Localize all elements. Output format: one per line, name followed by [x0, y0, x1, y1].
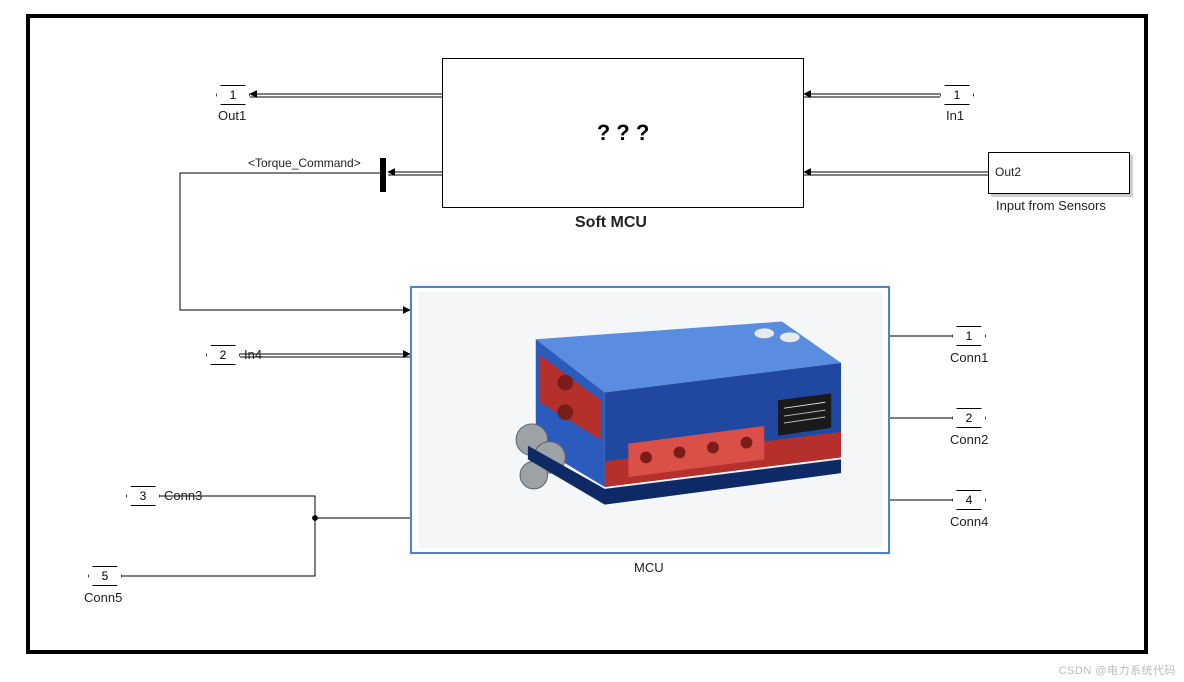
wire-in4-to-mcu	[240, 354, 410, 357]
torque-command-label: <Torque_Command>	[248, 156, 361, 170]
port-out1-label: Out1	[218, 108, 246, 123]
diagram-frame: down to MCU top-left-in (single line, ar…	[26, 14, 1148, 654]
port-conn1[interactable]: 1	[952, 326, 986, 346]
soft-mcu-label: Soft MCU	[575, 214, 647, 232]
soft-mcu-block[interactable]: ? ? ?	[442, 58, 804, 208]
port-out1-num: 1	[230, 88, 237, 102]
port-conn4[interactable]: 4	[952, 490, 986, 510]
port-conn3-num: 3	[140, 489, 147, 503]
port-in1-label: In1	[946, 108, 964, 123]
port-conn5[interactable]: 5	[88, 566, 122, 586]
port-conn4-label: Conn4	[950, 514, 988, 529]
wire-sensors-to-softmcu	[804, 172, 988, 175]
port-conn4-num: 4	[966, 493, 973, 507]
port-conn3-label: Conn3	[164, 488, 202, 503]
wire-softmcu-to-bussel	[388, 172, 442, 175]
mcu-hardware-icon	[416, 292, 884, 548]
sensors-out-label: Out2	[995, 165, 1021, 179]
mcu-block[interactable]	[410, 286, 890, 554]
port-conn3[interactable]: 3	[126, 486, 160, 506]
port-in4[interactable]: 2	[206, 345, 240, 365]
sensors-label: Input from Sensors	[996, 198, 1106, 213]
wire-softmcu-to-out1	[250, 94, 442, 97]
port-conn1-label: Conn1	[950, 350, 988, 365]
soft-mcu-center-text: ? ? ?	[597, 120, 650, 146]
port-conn2-label: Conn2	[950, 432, 988, 447]
port-in1-num: 1	[954, 88, 961, 102]
port-out1[interactable]: 1	[216, 85, 250, 105]
viewport: down to MCU top-left-in (single line, ar…	[0, 0, 1184, 682]
port-conn5-label: Conn5	[84, 590, 122, 605]
port-conn2[interactable]: 2	[952, 408, 986, 428]
bus-selector[interactable]	[380, 158, 386, 192]
port-conn2-num: 2	[966, 411, 973, 425]
port-in4-label: In4	[244, 347, 262, 362]
mcu-label: MCU	[634, 560, 664, 575]
port-conn1-num: 1	[966, 329, 973, 343]
wire-torque-to-mcu	[180, 173, 410, 310]
port-conn5-num: 5	[102, 569, 109, 583]
port-in4-num: 2	[220, 348, 227, 362]
watermark-text: CSDN @电力系统代码	[1059, 662, 1176, 678]
wire-conn5-join	[120, 516, 317, 576]
sensors-block[interactable]: Out2	[988, 152, 1130, 194]
wire-in1-to-softmcu	[804, 94, 940, 97]
port-in1[interactable]: 1	[940, 85, 974, 105]
